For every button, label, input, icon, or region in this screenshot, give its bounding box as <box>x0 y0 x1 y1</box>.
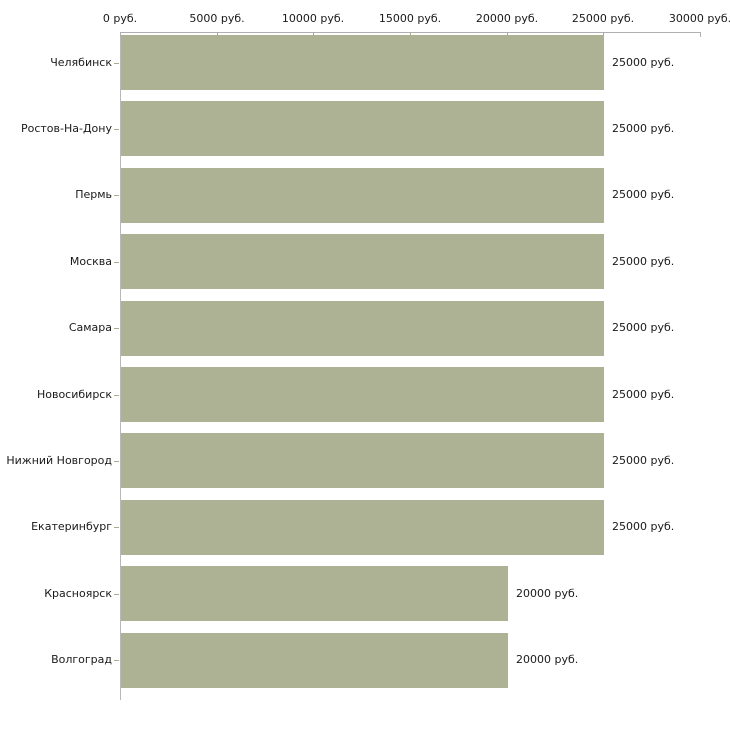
x-tick-mark <box>700 32 701 37</box>
x-tick-label: 0 руб. <box>102 12 138 25</box>
category-label: Екатеринбург <box>31 520 112 533</box>
x-tick-mark <box>410 32 411 37</box>
x-tick-label: 25000 руб. <box>571 12 635 25</box>
category-label: Москва <box>69 255 112 268</box>
bar-value-label: 25000 руб. <box>612 321 675 334</box>
category-label: Самара <box>68 321 112 334</box>
bar[interactable] <box>121 500 604 555</box>
y-tick-mark <box>114 129 119 130</box>
category-label: Волгоград <box>51 653 112 666</box>
x-tick-mark <box>217 32 218 37</box>
y-tick-mark <box>114 395 119 396</box>
x-tick-label: 20000 руб. <box>475 12 539 25</box>
y-tick-mark <box>114 527 119 528</box>
y-tick-mark <box>114 63 119 64</box>
bar-value-label: 25000 руб. <box>612 454 675 467</box>
bar[interactable] <box>121 367 604 422</box>
x-tick-label: 5000 руб. <box>189 12 245 25</box>
y-axis-line <box>120 32 121 700</box>
y-tick-mark <box>114 461 119 462</box>
y-tick-mark <box>114 660 119 661</box>
category-label: Пермь <box>75 188 112 201</box>
x-tick-label: 30000 руб. <box>668 12 730 25</box>
x-tick-mark <box>313 32 314 37</box>
category-label: Челябинск <box>50 56 112 69</box>
x-tick-label: 10000 руб. <box>281 12 345 25</box>
bar-value-label: 25000 руб. <box>612 388 675 401</box>
bar-value-label: 25000 руб. <box>612 122 675 135</box>
bar-value-label: 25000 руб. <box>612 56 675 69</box>
category-label: Красноярск <box>44 587 112 600</box>
bar-value-label: 25000 руб. <box>612 520 675 533</box>
bar-value-label: 25000 руб. <box>612 255 675 268</box>
category-label: Нижний Новгород <box>6 454 112 467</box>
y-tick-mark <box>114 195 119 196</box>
bar-value-label: 25000 руб. <box>612 188 675 201</box>
bar[interactable] <box>121 633 508 688</box>
category-label: Ростов-На-Дону <box>20 122 112 135</box>
bar[interactable] <box>121 301 604 356</box>
x-tick-mark <box>603 32 604 37</box>
x-tick-label: 15000 руб. <box>378 12 442 25</box>
bar[interactable] <box>121 168 604 223</box>
bar[interactable] <box>121 433 604 488</box>
bar[interactable] <box>121 234 604 289</box>
y-tick-mark <box>114 328 119 329</box>
bar-value-label: 20000 руб. <box>516 653 579 666</box>
x-tick-mark <box>120 32 121 37</box>
bar[interactable] <box>121 566 508 621</box>
y-tick-mark <box>114 262 119 263</box>
bar[interactable] <box>121 35 604 90</box>
x-tick-mark <box>507 32 508 37</box>
bar-value-label: 20000 руб. <box>516 587 579 600</box>
category-label: Новосибирск <box>36 388 112 401</box>
bar[interactable] <box>121 101 604 156</box>
y-tick-mark <box>114 594 119 595</box>
